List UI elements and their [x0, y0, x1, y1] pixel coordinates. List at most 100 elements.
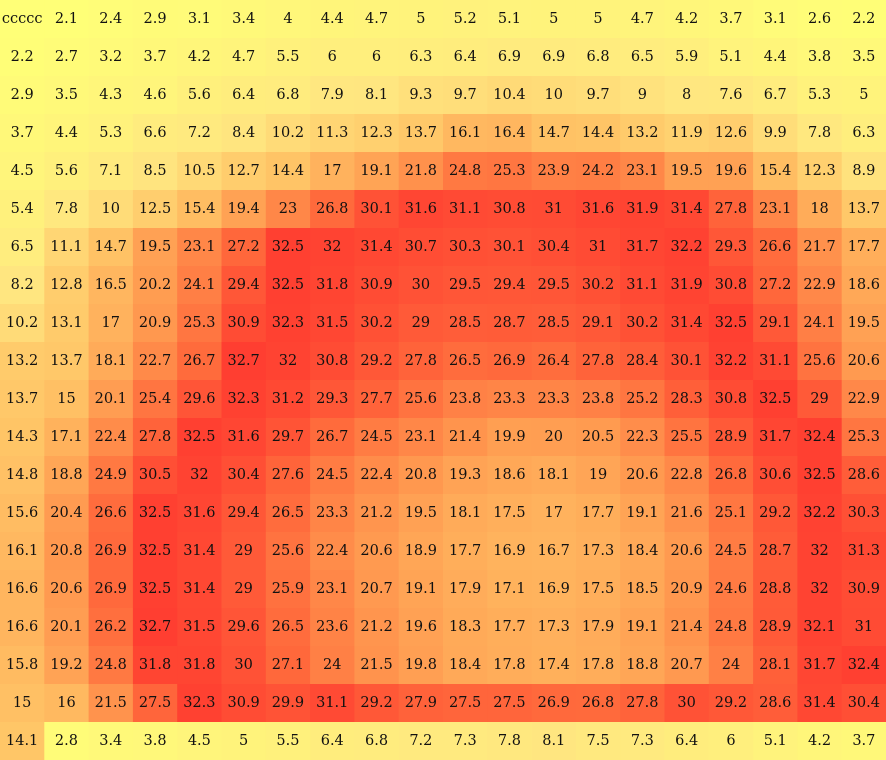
heatmap-cell-label: 29.2 — [360, 695, 392, 711]
heatmap-cell-label: 30.8 — [316, 353, 348, 369]
heatmap-cell — [177, 304, 223, 343]
heatmap-cell-label: 20.6 — [50, 581, 82, 597]
heatmap-cell — [620, 646, 666, 685]
heatmap-cell — [841, 570, 886, 609]
heatmap-cell — [44, 114, 90, 153]
heatmap-cell — [708, 380, 754, 419]
heatmap-cell-label: 6.9 — [498, 49, 521, 65]
heatmap-cell-label: 8.2 — [11, 277, 34, 293]
heatmap-cell — [575, 722, 621, 760]
heatmap-cell — [443, 76, 488, 115]
heatmap-cell — [354, 76, 400, 115]
heatmap-cell — [487, 304, 533, 343]
heatmap-cell — [797, 646, 843, 685]
heatmap-cell — [177, 570, 223, 609]
heatmap-cell — [797, 570, 843, 609]
heatmap-cell-label: 24.5 — [715, 543, 747, 559]
heatmap-cell — [310, 456, 355, 495]
heatmap-cell-label: 23.1 — [626, 163, 658, 179]
heatmap-cell — [753, 38, 798, 77]
heatmap-cell-label: 31.4 — [183, 543, 215, 559]
heatmap-cell-label: 18 — [810, 201, 828, 217]
heatmap-cell — [44, 494, 90, 533]
heatmap-cell — [0, 266, 45, 305]
heatmap-cell — [797, 190, 843, 229]
heatmap-cell — [398, 152, 444, 191]
heatmap-cell — [0, 646, 45, 685]
heatmap-cell — [620, 494, 666, 533]
heatmap-cell-label: 16.1 — [6, 543, 38, 559]
heatmap-cell — [575, 76, 621, 115]
heatmap-cell-label: 19.5 — [405, 505, 437, 521]
heatmap-cell — [487, 152, 533, 191]
heatmap-cell-label: 4.5 — [11, 163, 34, 179]
heatmap-cell — [575, 608, 621, 647]
heatmap-cell — [753, 684, 798, 723]
heatmap-cell — [753, 380, 798, 419]
heatmap-cell-label: 19.5 — [848, 315, 880, 331]
heatmap-cell-label: 24.8 — [95, 657, 127, 673]
heatmap-cell-label: 20.6 — [360, 543, 392, 559]
heatmap-cell-label: 21.4 — [449, 429, 481, 445]
heatmap-cell-label: 14.7 — [95, 239, 127, 255]
heatmap-cell — [221, 0, 267, 39]
heatmap-cell — [354, 0, 400, 39]
heatmap-cell — [531, 684, 577, 723]
heatmap-cell-label: 19.3 — [449, 467, 481, 483]
heatmap-cell — [487, 38, 533, 77]
heatmap-cell — [841, 190, 886, 229]
heatmap-cell — [620, 304, 666, 343]
heatmap-cell — [620, 0, 666, 39]
heatmap-cell — [575, 266, 621, 305]
heatmap-cell — [132, 304, 178, 343]
heatmap-cell-label: 3.7 — [719, 11, 742, 27]
heatmap-cell-label: 5 — [593, 11, 602, 27]
heatmap-cell-label: 24.1 — [803, 315, 835, 331]
heatmap-cell — [841, 114, 886, 153]
heatmap-cell — [487, 684, 533, 723]
heatmap-cell — [664, 646, 710, 685]
heatmap-cell — [753, 114, 798, 153]
heatmap-cell-label: 6.8 — [365, 733, 388, 749]
heatmap-cell — [310, 76, 355, 115]
heatmap-cell-label: 19.1 — [360, 163, 392, 179]
heatmap-cell — [88, 722, 134, 760]
heatmap-cell-label: 24.9 — [95, 467, 127, 483]
heatmap-cell — [354, 456, 400, 495]
heatmap-cell-label: 12.3 — [360, 125, 392, 141]
heatmap-cell — [708, 304, 754, 343]
heatmap-cell-label: 13.1 — [50, 315, 82, 331]
heatmap-cell — [575, 532, 621, 571]
heatmap-cell — [310, 0, 355, 39]
heatmap-cell-label: 23.3 — [316, 505, 348, 521]
heatmap-cell-label: 19.1 — [626, 505, 658, 521]
heatmap-cell — [310, 608, 355, 647]
heatmap-cell-label: 23.1 — [405, 429, 437, 445]
heatmap-cell — [44, 342, 90, 381]
heatmap-cell-label: 17.4 — [538, 657, 570, 673]
heatmap-cell-label: 13.2 — [626, 125, 658, 141]
heatmap-cell — [841, 532, 886, 571]
heatmap-cell-label: 24.5 — [316, 467, 348, 483]
heatmap-cell — [575, 456, 621, 495]
heatmap-cell — [443, 456, 488, 495]
heatmap-cell — [265, 190, 311, 229]
heatmap-cell — [708, 228, 754, 267]
heatmap-cell-label: 10.5 — [183, 163, 215, 179]
heatmap-cell-label: 29.7 — [272, 429, 304, 445]
heatmap-cell — [487, 456, 533, 495]
heatmap-cell — [88, 684, 134, 723]
heatmap-cell-label: 30.8 — [715, 391, 747, 407]
heatmap-cell — [664, 608, 710, 647]
heatmap-cell-label: 31.1 — [449, 201, 481, 217]
heatmap-cell-label: 2.2 — [852, 11, 875, 27]
heatmap-cell-label: 3.7 — [852, 733, 875, 749]
heatmap-cell-label: 4.2 — [188, 49, 211, 65]
heatmap-cell-label: 17.5 — [493, 505, 525, 521]
heatmap-cell — [354, 228, 400, 267]
heatmap-cell — [398, 456, 444, 495]
heatmap-cell-label: 17.1 — [50, 429, 82, 445]
heatmap-cell-label: 23.3 — [493, 391, 525, 407]
heatmap-cell — [797, 684, 843, 723]
heatmap-cell — [487, 570, 533, 609]
